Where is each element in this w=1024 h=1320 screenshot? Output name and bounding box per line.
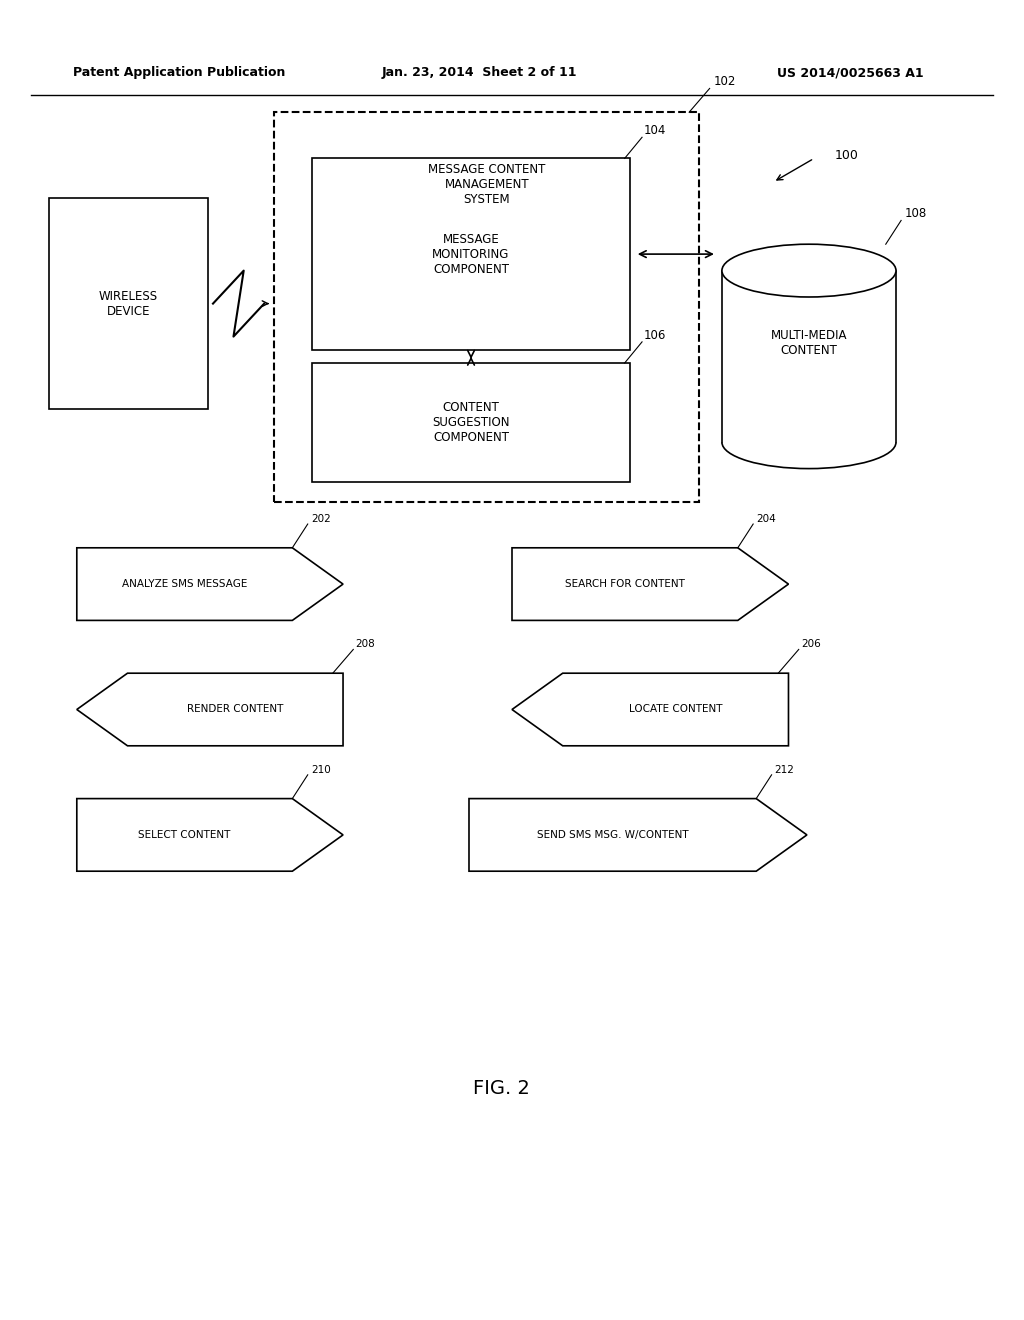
Text: 106: 106 (644, 329, 667, 342)
Polygon shape (469, 799, 807, 871)
Text: SELECT CONTENT: SELECT CONTENT (138, 830, 230, 840)
Text: CONTENT
SUGGESTION
COMPONENT: CONTENT SUGGESTION COMPONENT (432, 401, 510, 444)
Text: LOCATE CONTENT: LOCATE CONTENT (629, 705, 722, 714)
Bar (49, 198, 208, 409)
Text: FIG. 2: FIG. 2 (473, 1080, 530, 1098)
Text: WIRELESS
DEVICE: WIRELESS DEVICE (99, 289, 158, 318)
Polygon shape (512, 673, 788, 746)
Text: Patent Application Publication: Patent Application Publication (73, 66, 286, 79)
Text: 210: 210 (311, 764, 331, 775)
Text: 208: 208 (355, 639, 375, 649)
Text: SEARCH FOR CONTENT: SEARCH FOR CONTENT (565, 579, 685, 589)
Text: 206: 206 (801, 639, 820, 649)
Text: 100: 100 (835, 149, 858, 162)
Text: 202: 202 (311, 513, 331, 524)
Text: 104: 104 (644, 124, 667, 137)
Text: SEND SMS MSG. W/CONTENT: SEND SMS MSG. W/CONTENT (537, 830, 688, 840)
Polygon shape (77, 673, 343, 746)
Text: RENDER CONTENT: RENDER CONTENT (187, 705, 284, 714)
Text: 212: 212 (775, 764, 795, 775)
Text: MESSAGE CONTENT
MANAGEMENT
SYSTEM: MESSAGE CONTENT MANAGEMENT SYSTEM (428, 164, 546, 206)
Polygon shape (77, 548, 343, 620)
Text: Jan. 23, 2014  Sheet 2 of 11: Jan. 23, 2014 Sheet 2 of 11 (382, 66, 577, 79)
Text: ANALYZE SMS MESSAGE: ANALYZE SMS MESSAGE (122, 579, 247, 589)
Text: 108: 108 (904, 207, 927, 220)
Polygon shape (512, 548, 788, 620)
Text: MESSAGE
MONITORING
COMPONENT: MESSAGE MONITORING COMPONENT (432, 232, 510, 276)
Bar (312, 363, 630, 482)
Ellipse shape (722, 244, 896, 297)
Bar (722, 271, 896, 442)
Text: 204: 204 (756, 513, 776, 524)
Text: US 2014/0025663 A1: US 2014/0025663 A1 (776, 66, 924, 79)
Bar (274, 112, 699, 502)
Polygon shape (77, 799, 343, 871)
Text: 102: 102 (714, 75, 736, 88)
Bar (312, 158, 630, 350)
Text: MULTI-MEDIA
CONTENT: MULTI-MEDIA CONTENT (771, 329, 847, 358)
